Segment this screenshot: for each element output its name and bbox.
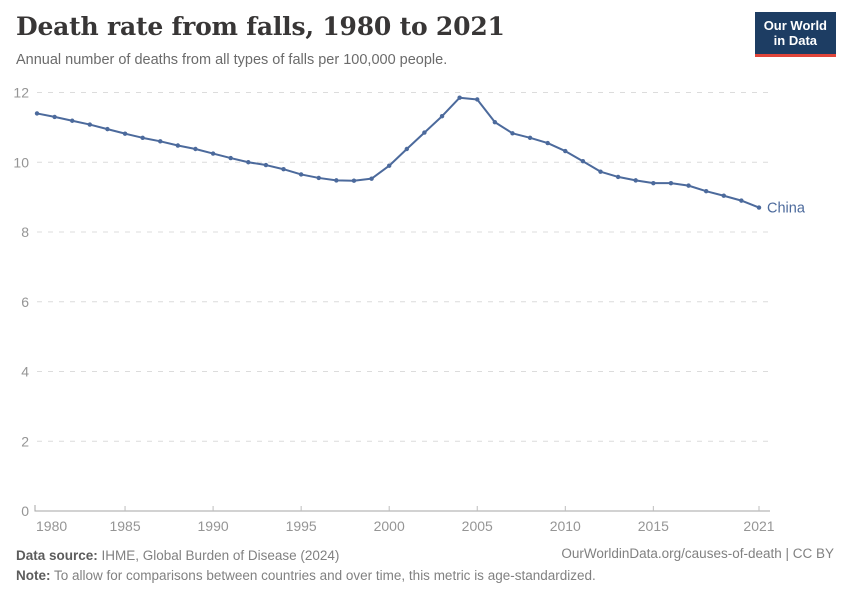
data-point-china-1990[interactable] <box>210 151 216 156</box>
data-point-china-2016[interactable] <box>668 180 674 186</box>
data-point-china-1999[interactable] <box>369 176 374 181</box>
chart-title: Death rate from falls, 1980 to 2021 <box>16 12 505 41</box>
data-point-china-1987[interactable] <box>158 139 163 144</box>
data-point-china-2010[interactable] <box>563 148 568 154</box>
chart-subtitle: Annual number of deaths from all types o… <box>16 52 448 68</box>
x-axis-label-2010: 2010 <box>550 518 581 534</box>
data-point-china-2018[interactable] <box>703 188 709 194</box>
chart-footer: Data source: IHME, Global Burden of Dise… <box>16 546 596 587</box>
y-axis-label-6: 6 <box>21 294 29 310</box>
owid-logo[interactable]: Our World in Data <box>754 12 836 57</box>
data-point-china-1997[interactable] <box>334 178 339 183</box>
x-axis-label-1990: 1990 <box>198 518 229 534</box>
y-axis-label-2: 2 <box>21 433 29 449</box>
data-point-china-1983[interactable] <box>87 122 93 127</box>
footer-source-text: IHME, Global Burden of Disease (2024) <box>97 548 340 563</box>
data-point-china-1991[interactable] <box>228 155 233 161</box>
data-point-china-1982[interactable] <box>70 118 75 123</box>
y-axis-label-0: 0 <box>21 503 29 519</box>
data-point-china-1984[interactable] <box>105 126 110 132</box>
x-axis-line <box>34 505 770 512</box>
data-point-china-2002[interactable] <box>422 130 427 135</box>
data-point-china-2009[interactable] <box>545 140 550 146</box>
x-axis-label-1995: 1995 <box>286 518 317 534</box>
data-point-china-1993[interactable] <box>263 162 269 168</box>
data-point-china-2011[interactable] <box>580 159 586 164</box>
y-axis-label-4: 4 <box>21 364 29 380</box>
data-point-china-1985[interactable] <box>122 131 128 136</box>
data-point-china-2003[interactable] <box>439 114 445 119</box>
footer-link[interactable]: OurWorldinData.org/causes-of-death | CC … <box>561 546 834 561</box>
data-point-china-2015[interactable] <box>651 180 656 186</box>
data-point-china-1992[interactable] <box>246 160 251 165</box>
data-point-china-1994[interactable] <box>281 167 286 172</box>
data-point-china-1980[interactable] <box>34 111 40 116</box>
data-point-china-1995[interactable] <box>298 172 304 177</box>
footer-note-label: Note: <box>16 568 51 584</box>
data-point-china-2008[interactable] <box>527 135 533 141</box>
data-point-china-1988[interactable] <box>175 143 181 148</box>
footer-note-text: To allow for comparisons between countri… <box>50 568 596 584</box>
data-point-china-1998[interactable] <box>351 178 357 183</box>
footer-source-line: Data source: IHME, Global Burden of Dise… <box>16 546 596 566</box>
data-point-china-2020[interactable] <box>739 198 744 203</box>
owid-logo-line1: Our World <box>763 18 827 33</box>
y-axis-label-10: 10 <box>13 154 29 170</box>
data-point-china-2017[interactable] <box>686 183 691 188</box>
data-point-china-2013[interactable] <box>615 174 621 180</box>
data-point-china-2005[interactable] <box>475 97 480 102</box>
x-axis-label-2021: 2021 <box>743 518 774 534</box>
data-point-china-2014[interactable] <box>633 178 638 183</box>
x-axis-label-2005: 2005 <box>462 518 493 534</box>
x-axis-label-1985: 1985 <box>109 518 140 534</box>
data-point-china-2021[interactable] <box>756 205 762 210</box>
data-point-china-2012[interactable] <box>598 169 603 174</box>
data-point-china-2001[interactable] <box>404 146 410 152</box>
x-axis-label-2015: 2015 <box>638 518 669 534</box>
data-point-china-2019[interactable] <box>721 193 726 198</box>
data-point-china-2007[interactable] <box>510 131 515 136</box>
data-point-china-1986[interactable] <box>140 135 145 141</box>
data-point-china-1996[interactable] <box>316 175 321 181</box>
x-axis-label-2000: 2000 <box>374 518 405 534</box>
data-point-china-2006[interactable] <box>492 119 498 125</box>
y-axis-label-8: 8 <box>21 224 29 240</box>
footer-note-line: Note: To allow for comparisons between c… <box>16 566 596 586</box>
series-end-label-china: China <box>767 201 806 217</box>
data-point-china-1989[interactable] <box>193 146 198 152</box>
data-point-china-2000[interactable] <box>386 163 392 168</box>
data-point-china-2004[interactable] <box>457 95 462 100</box>
x-axis-label-1980: 1980 <box>36 518 67 534</box>
y-axis-label-12: 12 <box>13 85 29 101</box>
data-point-china-1981[interactable] <box>52 114 57 120</box>
series-line-china[interactable] <box>36 96 760 209</box>
footer-source-label: Data source: <box>16 548 98 563</box>
owid-logo-line2: in Data <box>773 32 818 48</box>
